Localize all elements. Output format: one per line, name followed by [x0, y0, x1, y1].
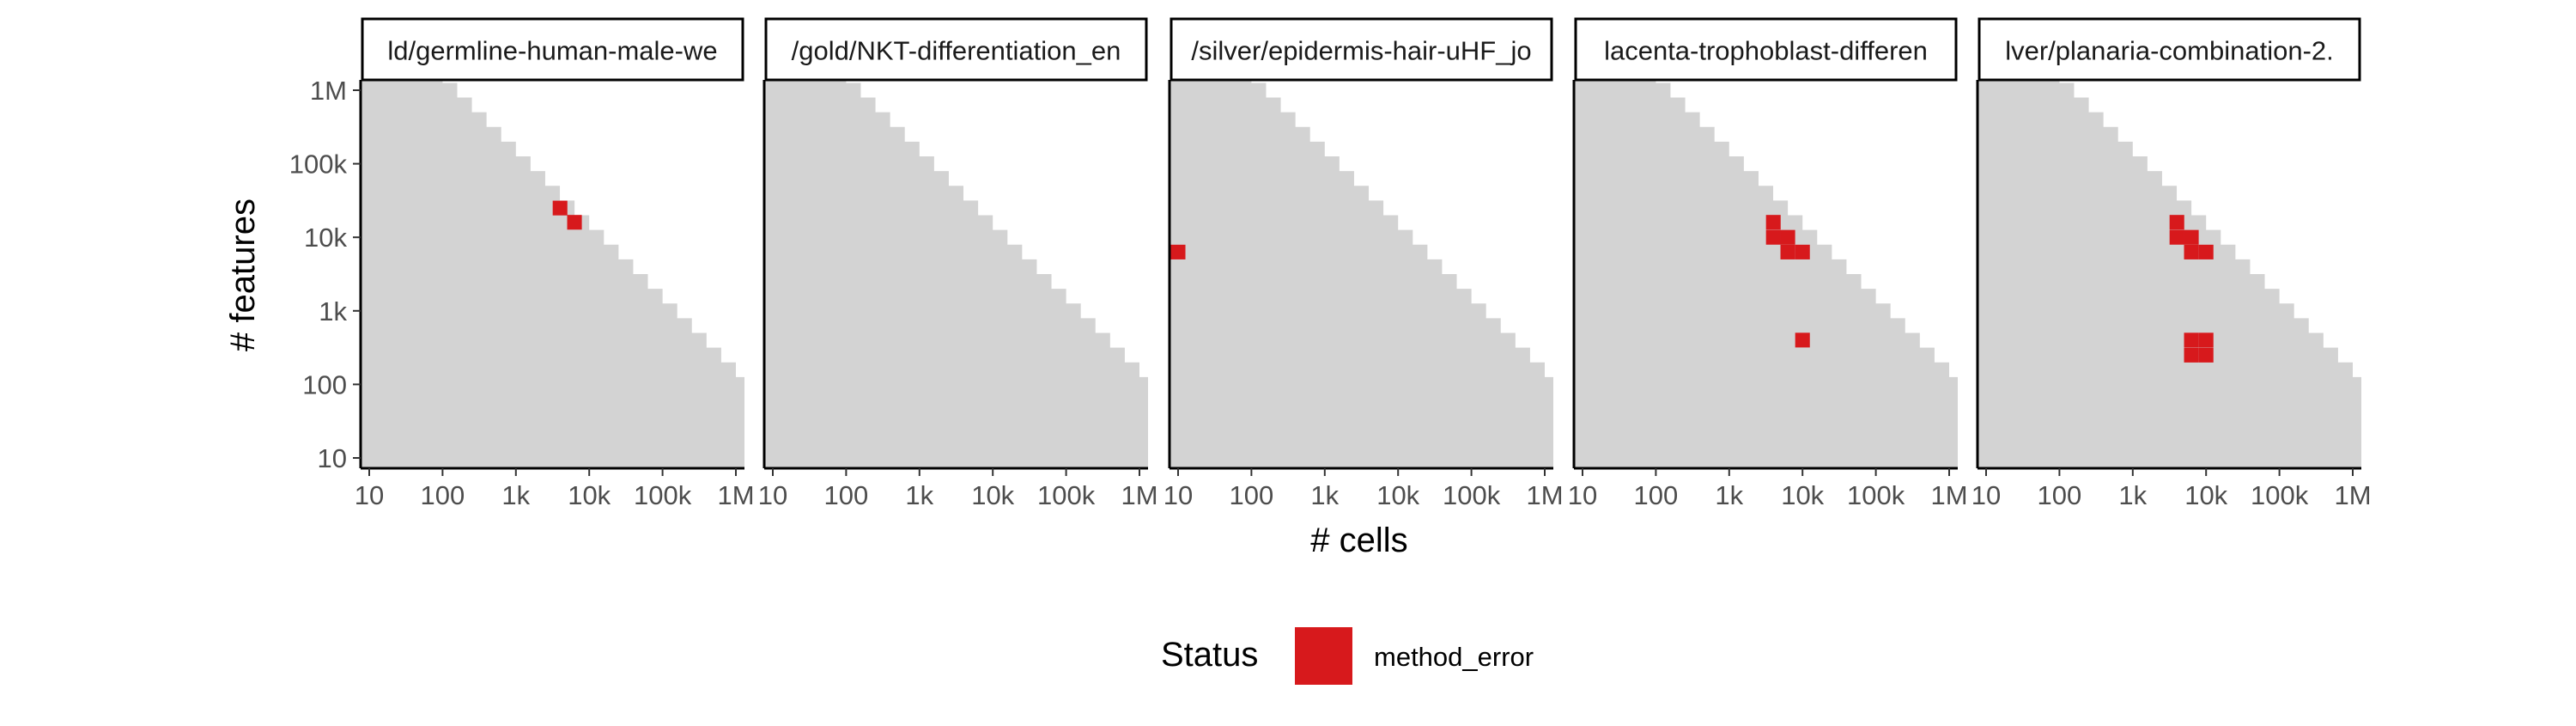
facet-strip: [1574, 17, 1958, 82]
x-tick-label: 1M: [1526, 480, 1563, 510]
y-tick-label: 100k: [289, 149, 348, 180]
x-tick-label: 1M: [2334, 480, 2371, 510]
status-cell-method-error: [2198, 347, 2214, 363]
legend-key-method-error: [1295, 627, 1352, 685]
valid-region: [361, 80, 744, 468]
x-axis-title: # cells: [1310, 522, 1407, 559]
x-tick-label: 1k: [2118, 480, 2147, 510]
x-tick-label: 10k: [971, 480, 1014, 510]
panel-background: [764, 80, 1148, 468]
status-cell-method-error: [2184, 244, 2199, 259]
status-cell-method-error: [2184, 229, 2199, 245]
facet-panel: ld/germline-human-male-we 10 100 1k 10k 100k 1…: [355, 17, 755, 510]
status-cell-method-error: [1765, 229, 1781, 245]
x-tick-label: 10k: [568, 480, 611, 510]
status-cell-method-error: [567, 215, 582, 230]
facet-strip-label: lver/planaria-combination-2.: [2005, 36, 2334, 66]
x-tick-label: 100k: [1443, 480, 1501, 510]
facet-panel: lver/planaria-combination-2. 10 100 1k 10k 10…: [1971, 17, 2372, 510]
facet-strip: [764, 17, 1148, 82]
panel-background: [1978, 80, 2361, 468]
y-tick-label: 100: [302, 369, 347, 400]
x-tick-label: 1M: [1121, 480, 1157, 510]
x-tick-label: 1M: [1930, 480, 1967, 510]
y-tick-label: 10: [318, 443, 347, 473]
status-cell-method-error: [1765, 215, 1781, 230]
x-tick-label: 10: [355, 480, 384, 510]
y-tick-label: 1k: [319, 296, 347, 326]
status-cell-method-error: [2198, 332, 2214, 348]
status-cell-method-error: [1780, 244, 1795, 259]
x-tick-label: 100k: [634, 480, 692, 510]
y-tick-label: 10k: [304, 223, 347, 253]
facet-panel: /gold/NKT-differentiation_en 10 100 1k 10k 10…: [758, 17, 1158, 510]
y-axis-title: # features: [224, 198, 262, 351]
x-tick-label: 10k: [1781, 480, 1824, 510]
facet-strip-label: ld/germline-human-male-we: [387, 36, 717, 66]
facet-strip: [1978, 17, 2361, 82]
facet-strip-label: lacenta-trophoblast-differen: [1604, 36, 1928, 66]
facet-panel: lacenta-trophoblast-differen 10 100 1k 10k 10…: [1568, 17, 1968, 510]
facet-strip: [1170, 17, 1553, 82]
facet-strip-label: /silver/epidermis-hair-uHF_jo: [1191, 36, 1531, 66]
x-tick-label: 100: [824, 480, 869, 510]
status-cell-method-error: [1170, 244, 1186, 259]
status-cell-method-error: [552, 200, 568, 216]
y-tick-label: 1M: [310, 76, 347, 106]
x-tick-label: 10: [758, 480, 787, 510]
y-axis: 10 100 1k 10k 100k 1M: [289, 76, 361, 473]
x-tick-label: 100: [1634, 480, 1679, 510]
status-cell-method-error: [1795, 244, 1810, 259]
x-tick-label: 1k: [1310, 480, 1339, 510]
x-tick-label: 100k: [2251, 480, 2309, 510]
status-cell-method-error: [1780, 229, 1795, 245]
valid-region: [764, 80, 1148, 468]
x-tick-label: 10: [1163, 480, 1193, 510]
facet-panels: ld/germline-human-male-we 10 100 1k 10k 100k 1…: [355, 17, 2372, 510]
x-tick-label: 1k: [1715, 480, 1743, 510]
panel-background: [361, 80, 744, 468]
status-cell-method-error: [2198, 244, 2214, 259]
status-cell-method-error: [2169, 215, 2184, 230]
facet-strip: [361, 17, 744, 82]
legend-title: Status: [1161, 636, 1258, 674]
x-tick-label: 100k: [1847, 480, 1905, 510]
x-tick-label: 10k: [1376, 480, 1419, 510]
x-tick-label: 10: [1568, 480, 1597, 510]
x-tick-label: 100k: [1037, 480, 1096, 510]
x-tick-label: 10: [1971, 480, 2001, 510]
x-tick-label: 1k: [905, 480, 933, 510]
x-tick-label: 10k: [2184, 480, 2227, 510]
panel-background: [1574, 80, 1958, 468]
status-cell-method-error: [2169, 229, 2184, 245]
valid-region: [1574, 80, 1958, 468]
status-cell-method-error: [1795, 332, 1810, 348]
panel-background: [1170, 80, 1553, 468]
x-tick-label: 1M: [717, 480, 754, 510]
valid-region: [1978, 80, 2361, 468]
legend-label: method_error: [1374, 642, 1534, 672]
x-tick-label: 100: [421, 480, 465, 510]
legend: Status method_error: [1161, 627, 1534, 685]
valid-region: [1170, 80, 1553, 468]
x-tick-label: 100: [2038, 480, 2082, 510]
status-cell-method-error: [2184, 347, 2199, 363]
x-tick-label: 100: [1230, 480, 1274, 510]
status-cell-method-error: [2184, 332, 2199, 348]
x-tick-label: 1k: [501, 480, 530, 510]
facet-panel: /silver/epidermis-hair-uHF_jo 10 100 1k 10k 1…: [1163, 17, 1564, 510]
facet-strip-label: /gold/NKT-differentiation_en: [792, 36, 1121, 66]
